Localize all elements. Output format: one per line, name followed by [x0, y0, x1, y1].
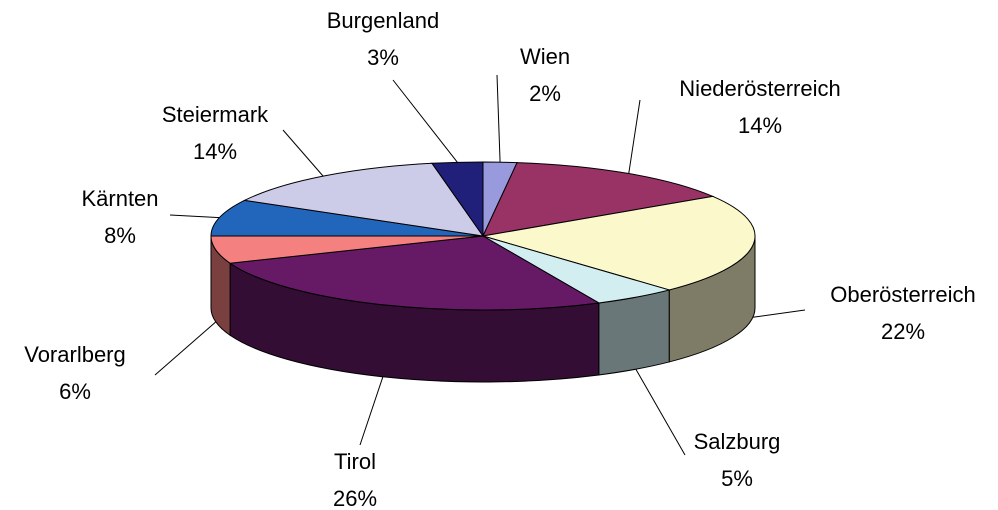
- slice-label: Burgenland: [327, 8, 440, 33]
- leader-line: [496, 74, 501, 163]
- slice-value-label: 22%: [881, 319, 925, 344]
- slice-label: Steiermark: [162, 102, 269, 127]
- leader-line: [752, 309, 806, 318]
- slice-value-label: 26%: [333, 486, 377, 510]
- slice-value-label: 14%: [738, 113, 782, 138]
- slice-label: Vorarlberg: [24, 342, 126, 367]
- leader-line: [392, 79, 458, 163]
- slice-side: [598, 289, 670, 376]
- slice-value-label: 8%: [104, 223, 136, 248]
- slice-value-label: 6%: [59, 379, 91, 404]
- slice: [242, 162, 485, 237]
- slice: [431, 161, 484, 238]
- slice-label: Oberösterreich: [830, 282, 976, 307]
- slice-value-label: 14%: [193, 139, 237, 164]
- leader-line: [628, 99, 641, 174]
- slice-label: Wien: [520, 44, 570, 69]
- slice-value-label: 3%: [367, 45, 399, 70]
- leader-line: [169, 214, 220, 219]
- leader-line: [635, 368, 686, 456]
- leader-line: [282, 129, 324, 177]
- slice: [482, 162, 715, 237]
- slice-value-label: 2%: [529, 81, 561, 106]
- leader-line: [154, 321, 217, 376]
- slice: [482, 195, 756, 291]
- slice-label: Niederösterreich: [679, 76, 840, 101]
- leader-line: [359, 376, 384, 446]
- slice-label: Kärnten: [81, 186, 158, 211]
- slice-label: Tirol: [334, 449, 376, 474]
- slice: [210, 199, 484, 237]
- slice: [228, 235, 601, 311]
- slice-value-label: 5%: [721, 466, 753, 491]
- slice-label: Salzburg: [694, 429, 781, 454]
